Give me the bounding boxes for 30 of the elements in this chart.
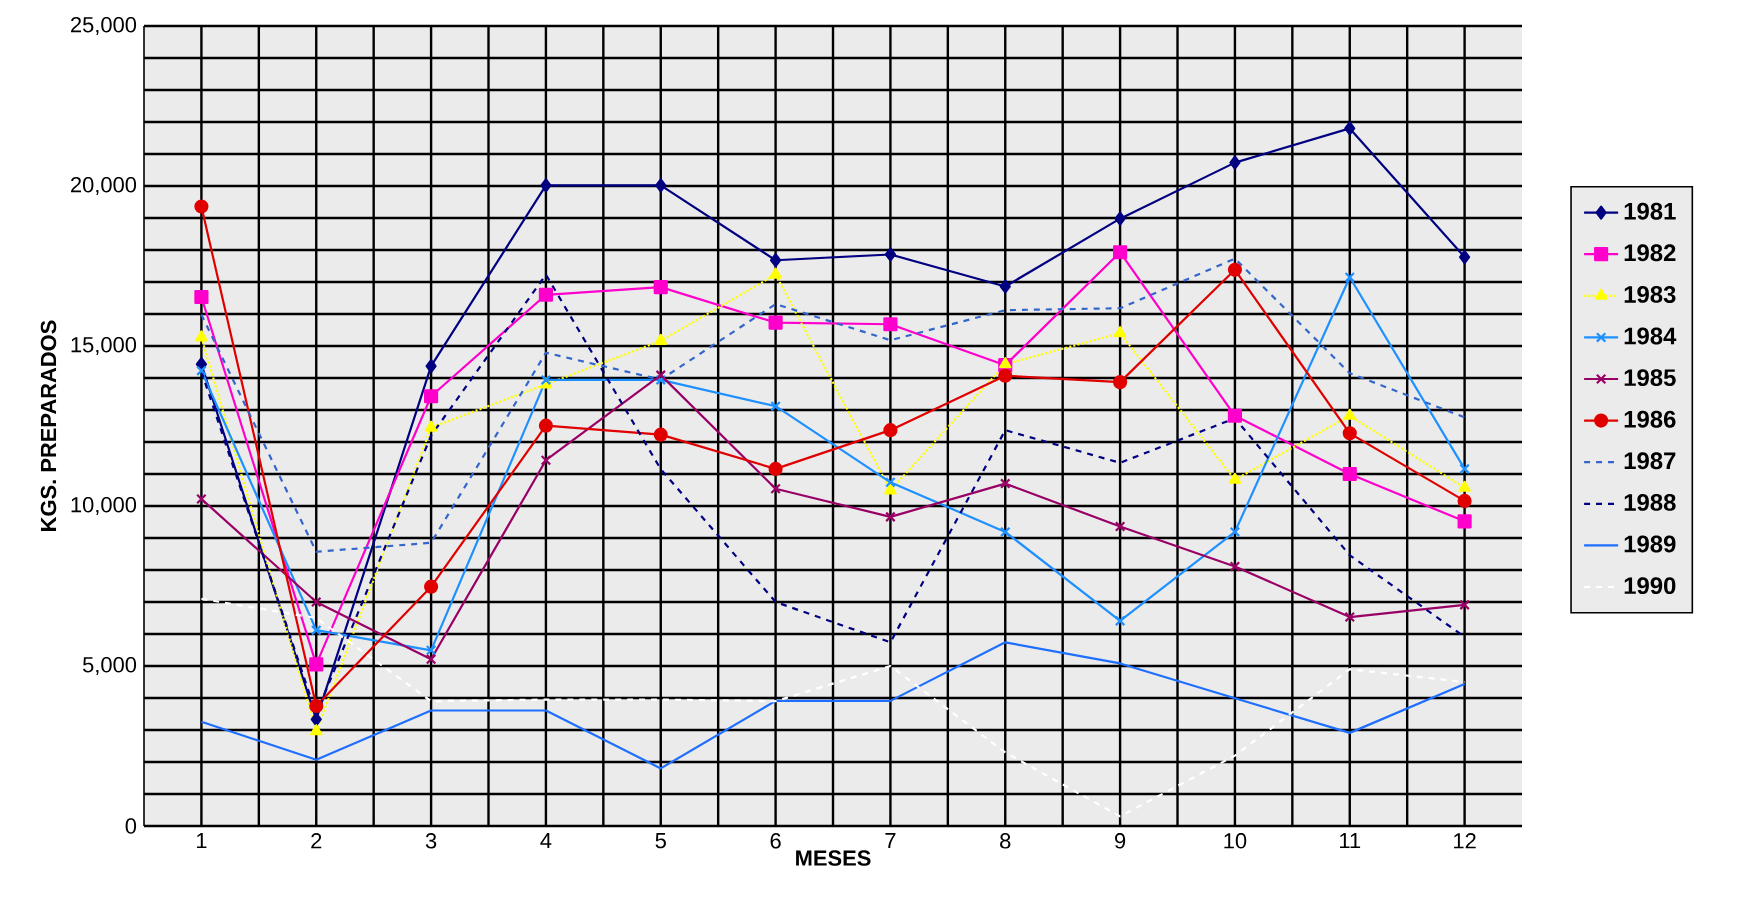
x-tick-label: 10 <box>1224 833 1247 849</box>
y-tick-label: 5,000 <box>82 656 137 676</box>
legend-label: 1983 <box>1624 285 1676 303</box>
x-tick-label: 5 <box>655 833 666 849</box>
x-tick-label: 8 <box>1000 833 1011 849</box>
y-tick-label: 10,000 <box>71 496 137 516</box>
x-tick-label: 12 <box>1454 833 1476 849</box>
x-tick-label: 11 <box>1340 833 1361 849</box>
y-tick-label: 0 <box>125 818 137 834</box>
legend-label: 1981 <box>1624 202 1676 220</box>
y-tick-label: 15,000 <box>71 336 137 356</box>
x-tick-label: 7 <box>885 833 896 849</box>
legend-label: 1985 <box>1624 369 1676 387</box>
y-tick-label: 25,000 <box>71 16 137 36</box>
y-axis-title: KGS. PREPARADOS <box>40 320 57 531</box>
x-tick-label: 4 <box>540 833 552 849</box>
y-tick-label: 20,000 <box>71 176 137 196</box>
legend-label: 1988 <box>1624 493 1676 511</box>
x-tick-label: 6 <box>770 833 781 849</box>
x-tick-label: 2 <box>311 833 322 849</box>
x-axis-title: MESES <box>796 850 871 866</box>
x-tick-label: 3 <box>425 833 437 849</box>
legend-label: 1990 <box>1624 577 1676 595</box>
legend-label: 1982 <box>1624 244 1676 262</box>
legend-label: 1984 <box>1624 327 1677 345</box>
legend-label: 1987 <box>1624 452 1676 470</box>
legend-label: 1986 <box>1624 410 1676 428</box>
legend-label: 1989 <box>1624 535 1676 553</box>
x-tick-label: 1 <box>196 833 207 849</box>
x-tick-label: 9 <box>1115 833 1126 849</box>
